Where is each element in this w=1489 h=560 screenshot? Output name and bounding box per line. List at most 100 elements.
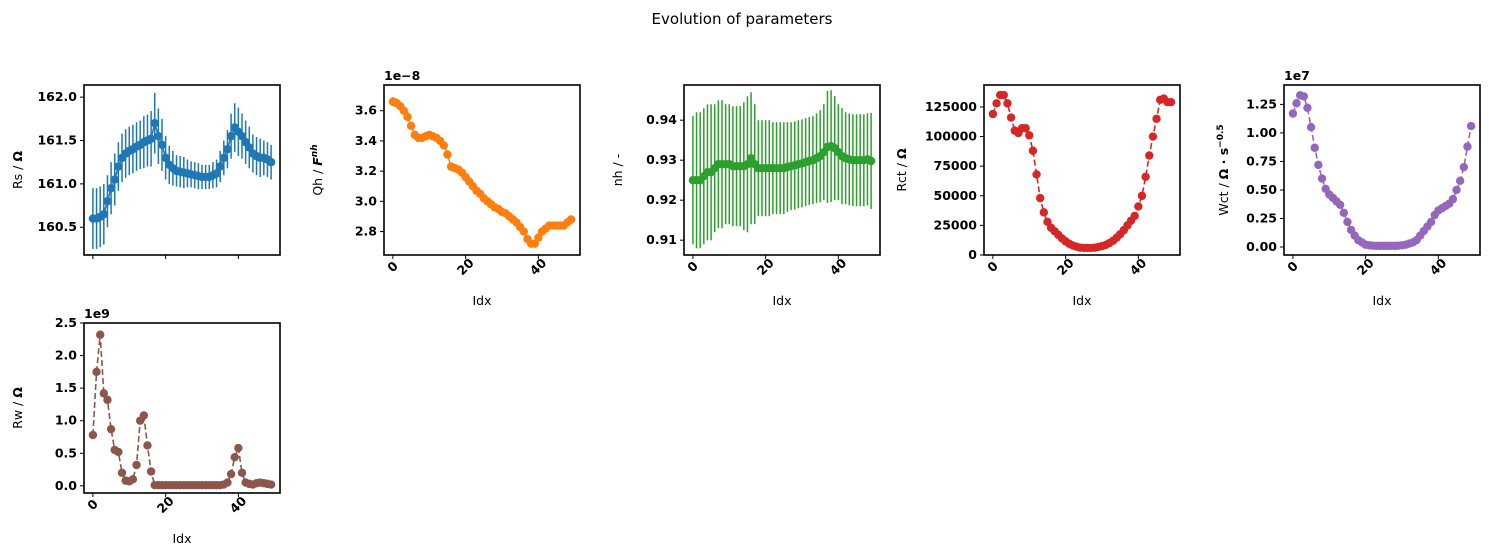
data-point [157, 140, 167, 150]
x-tick-label: 0 [84, 496, 101, 513]
data-point [245, 143, 254, 152]
y-tick-label: 0.50 [1246, 182, 1277, 197]
axes-frame [1283, 84, 1481, 256]
y-axis-unit-exponent: −0.5 [1216, 124, 1226, 147]
plot-area [988, 90, 1176, 253]
y-axis-label-text: Qh / [310, 166, 325, 196]
data-point [1032, 170, 1041, 179]
y-axis-label: Rct / Ω [894, 148, 909, 192]
subplot-rct: 0 25000 50000 75000 100000 125000 0 20 40 Idx Rct … [894, 84, 1181, 308]
data-point [234, 443, 243, 453]
data-point [150, 118, 159, 128]
y-tick-label: 0.25 [1246, 210, 1277, 225]
plot-area [1288, 91, 1476, 251]
data-point [1459, 162, 1469, 172]
axis-offset-label: 1e−8 [384, 68, 420, 83]
y-tick-label: 161.5 [37, 133, 77, 148]
x-tick-label: 20 [754, 255, 777, 278]
data-point [1145, 151, 1154, 160]
data-point [1303, 103, 1312, 113]
plot-area [388, 97, 576, 248]
x-axis-label: Idx [472, 293, 491, 308]
y-tick-label: 0.92 [646, 192, 677, 207]
y-tick-label: 100000 [925, 129, 977, 144]
data-point [1448, 194, 1458, 204]
x-axis-label: Idx [172, 531, 191, 546]
data-point [1288, 109, 1298, 118]
data-point [1466, 121, 1476, 131]
y-axis-label: Rw / Ω [10, 387, 25, 429]
axes-frame [383, 84, 581, 256]
data-point [1035, 193, 1045, 203]
data-point [226, 469, 236, 479]
y-tick-label: 1.00 [1246, 125, 1277, 140]
figure-title: Evolution of parameters [652, 10, 833, 28]
data-point [1137, 191, 1147, 200]
y-tick-label: 1.0 [55, 413, 77, 428]
data-point [1299, 92, 1309, 101]
y-tick-label: 3.0 [355, 193, 377, 208]
data-point [226, 131, 236, 141]
data-point [219, 153, 229, 163]
x-tick-label: 0 [684, 258, 701, 275]
data-point [95, 330, 105, 339]
x-tick-label: 40 [827, 255, 850, 278]
y-tick-label: 0.75 [1246, 153, 1277, 168]
data-point [1021, 124, 1030, 133]
data-point [866, 156, 876, 166]
data-point [566, 215, 576, 224]
y-tick-label: 3.6 [355, 103, 377, 118]
data-point [992, 99, 1001, 108]
y-tick-label: 0.94 [646, 112, 677, 127]
subplot-nh: 0.91 0.92 0.93 0.94 0 20 40 Idx nh / - [610, 84, 881, 308]
data-point [1141, 172, 1150, 182]
data-point [406, 121, 416, 130]
data-point [146, 134, 156, 143]
data-point [1025, 131, 1034, 140]
data-point [266, 157, 276, 167]
data-point [114, 162, 123, 171]
data-point [1310, 143, 1319, 152]
axes-frame [983, 84, 1181, 256]
axis-offset-label: 1e7 [1284, 68, 1310, 83]
y-tick-label: 0.91 [646, 232, 677, 247]
y-tick-label: 2.8 [355, 224, 377, 239]
data-point [403, 112, 412, 121]
x-tick-label: 20 [1054, 255, 1077, 278]
x-tick-label: 40 [1127, 255, 1150, 278]
x-tick-label: 40 [1427, 255, 1450, 278]
x-axis-label: Idx [772, 293, 791, 308]
y-axis-unit: Ω · s [1216, 148, 1231, 180]
data-point [128, 475, 138, 484]
x-tick-label: 20 [154, 493, 177, 516]
data-point [223, 144, 232, 154]
x-tick-label: 40 [527, 255, 550, 278]
y-tick-label: 0.0 [55, 478, 77, 493]
data-point [114, 447, 123, 457]
data-point [1039, 208, 1049, 217]
data-point [103, 395, 112, 405]
data-point [215, 162, 225, 171]
y-tick-label: 3.2 [355, 163, 377, 178]
data-point [530, 239, 539, 248]
data-point [999, 90, 1009, 100]
x-tick-label: 40 [227, 493, 250, 516]
axes-frame [83, 322, 281, 494]
y-tick-label: 160.5 [37, 219, 77, 234]
data-point [1292, 99, 1301, 108]
data-point [1317, 174, 1327, 183]
data-point [237, 131, 247, 141]
data-point [223, 478, 232, 487]
data-point [154, 131, 163, 141]
y-tick-label: 125000 [925, 99, 977, 114]
data-point [439, 141, 449, 150]
axes-frame [83, 84, 281, 256]
subplot-wct: 0.00 0.25 0.50 0.75 1.00 1.25 0 20 40 Idx Wct / Ω … [1216, 68, 1481, 308]
y-tick-label: 2.5 [55, 315, 77, 330]
subplot-qh: 2.8 3.0 3.2 3.4 3.6 0 20 40 Idx Qh / Fnh 1e−8 [310, 68, 581, 308]
plot-area [688, 90, 876, 249]
y-axis-label-text: Rs / [10, 162, 25, 189]
x-tick-label: 20 [454, 255, 477, 278]
data-point [399, 106, 409, 115]
